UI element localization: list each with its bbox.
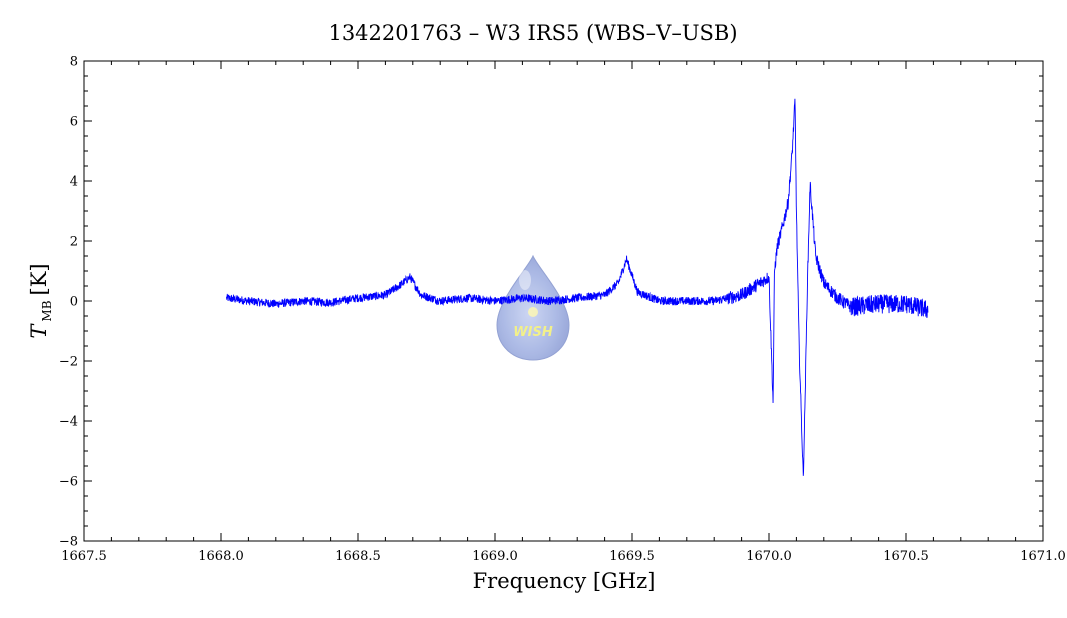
- y-tick-label: −4: [59, 415, 78, 430]
- y-tick-label: −2: [59, 355, 78, 370]
- y-axis-label-unit: [K]: [27, 263, 51, 295]
- y-axis: −8 −6 −4 −2 0 2 4 6 8: [59, 55, 1043, 550]
- plot-frame: [83, 60, 1044, 542]
- y-axis-label: T MB [K]: [27, 263, 54, 338]
- x-tick-label: 1670.5: [883, 549, 929, 564]
- x-tick-label: 1670.0: [746, 549, 792, 564]
- x-tick-label: 1668.5: [335, 549, 381, 564]
- x-tick-label: 1667.5: [61, 549, 107, 564]
- y-axis-label-symbol: T: [27, 323, 51, 339]
- chart-title: 1342201763 – W3 IRS5 (WBS–V–USB): [328, 21, 737, 45]
- y-axis-label-subscript: MB: [40, 300, 54, 321]
- x-tick-label: 1671.0: [1020, 549, 1066, 564]
- x-tick-label: 1668.0: [198, 549, 244, 564]
- y-tick-label: 8: [70, 55, 78, 70]
- y-tick-label: 6: [70, 115, 78, 130]
- y-tick-label: −6: [59, 475, 78, 490]
- y-tick-label: 2: [70, 235, 78, 250]
- plot-area: [226, 98, 929, 476]
- series-line-0: [226, 98, 929, 476]
- y-tick-label: 0: [70, 295, 78, 310]
- x-tick-label: 1669.5: [609, 549, 655, 564]
- y-tick-label: −8: [59, 535, 78, 550]
- x-axis-label: Frequency [GHz]: [473, 569, 656, 593]
- y-tick-label: 4: [70, 175, 78, 190]
- x-axis: 1667.5 1668.0 1668.5 1669.0 1669.5 1670.0 1670…: [61, 61, 1066, 564]
- logo-text: WISH: [513, 325, 553, 340]
- wish-logo: WISH: [496, 254, 570, 361]
- svg-text:TMB[K]: T MB [K]: [27, 263, 54, 338]
- x-tick-label: 1669.0: [472, 549, 518, 564]
